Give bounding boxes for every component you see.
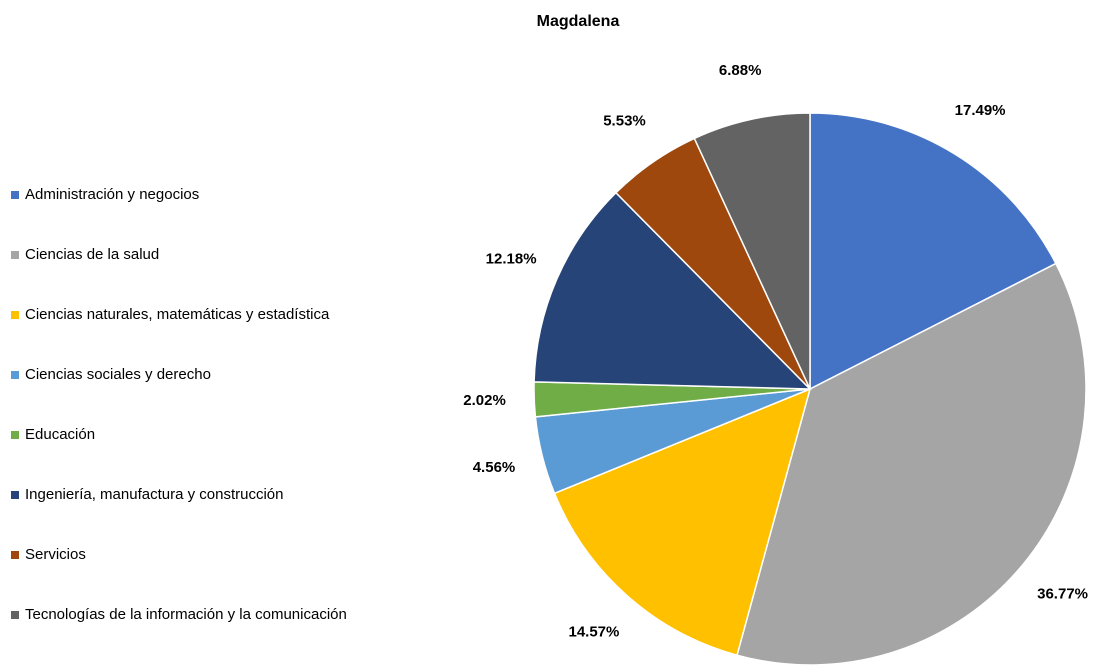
pie-slice (809, 112, 1057, 391)
pie-slice (736, 262, 1087, 666)
legend-label: Ciencias naturales, matemáticas y estadí… (25, 306, 330, 323)
data-label: 14.57% (568, 624, 619, 641)
legend-swatch (11, 611, 19, 619)
data-label: 36.77% (1037, 586, 1088, 603)
legend-label: Educación (25, 426, 95, 443)
data-label: 5.53% (603, 112, 646, 129)
pie-slice (533, 191, 812, 390)
legend-swatch (11, 431, 19, 439)
chart-title: Magdalena (537, 13, 620, 30)
legend-label: Tecnologías de la información y la comun… (25, 606, 347, 623)
legend-swatch (11, 371, 19, 379)
data-label: 17.49% (955, 102, 1006, 119)
legend-label: Ingeniería, manufactura y construcción (25, 486, 283, 503)
legend-swatch (11, 491, 19, 499)
pie-slice (693, 112, 811, 390)
legend-label: Ciencias sociales y derecho (25, 366, 211, 383)
legend-label: Administración y negocios (25, 186, 199, 203)
legend-swatch (11, 311, 19, 319)
legend-label: Servicios (25, 546, 86, 563)
legend-swatch (11, 251, 19, 259)
legend-swatch (11, 191, 19, 199)
legend-label: Ciencias de la salud (25, 246, 159, 263)
data-label: 4.56% (473, 459, 516, 476)
data-label: 12.18% (486, 251, 537, 268)
data-label: 2.02% (463, 392, 506, 409)
pie-slice (553, 387, 812, 657)
data-label: 6.88% (719, 62, 762, 79)
legend-swatch (11, 551, 19, 559)
